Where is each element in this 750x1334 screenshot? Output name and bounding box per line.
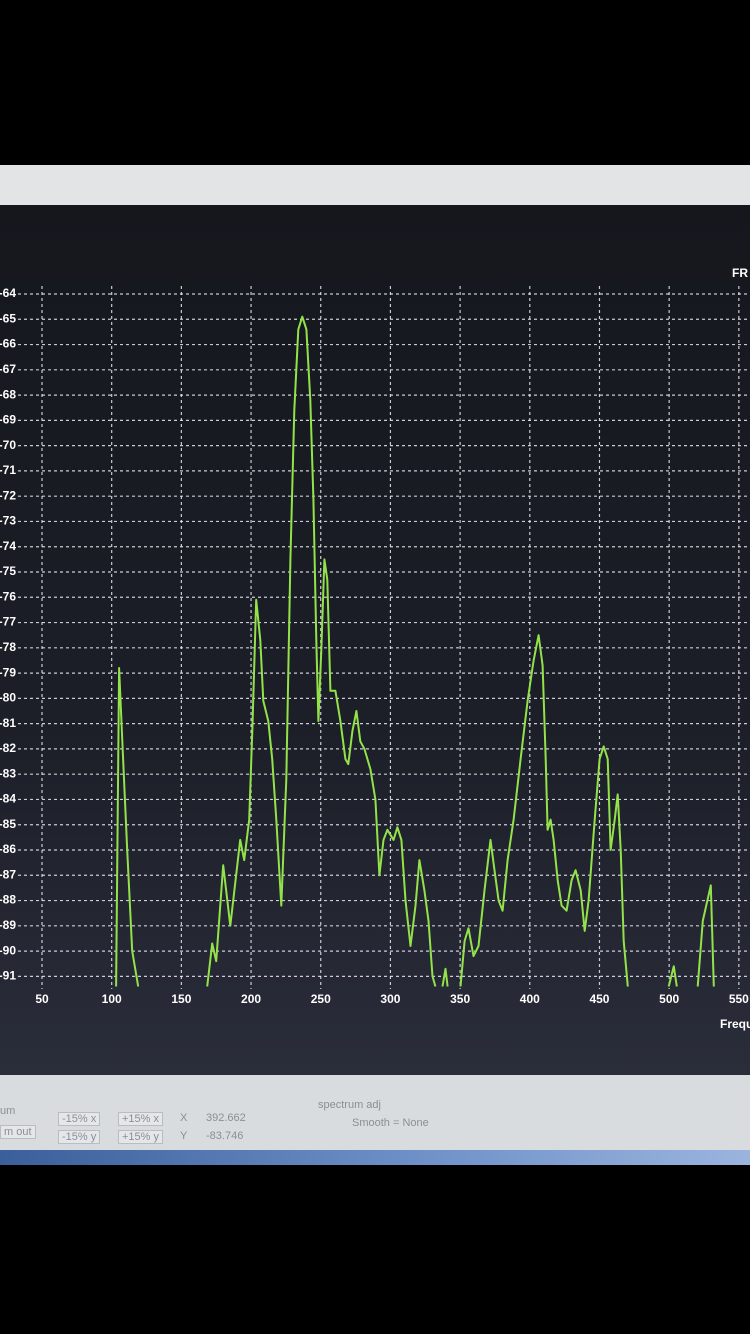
y-tick-label: -69 (0, 413, 16, 427)
y-tick-label: -75 (0, 564, 16, 578)
taskbar (0, 1150, 750, 1165)
y-tick-label: -86 (0, 842, 16, 856)
x-tick-label: 300 (380, 992, 400, 1006)
y-tick-label: -85 (0, 817, 16, 831)
window-header (0, 165, 750, 205)
zoom-button[interactable]: -15% x (58, 1112, 101, 1126)
status-text: um (0, 1105, 16, 1117)
y-tick-label: -70 (0, 438, 16, 452)
y-tick-label: -67 (0, 362, 16, 376)
smooth-label: Smooth = None (352, 1117, 429, 1129)
cursor-y-value: -83.746 (206, 1130, 244, 1142)
chart: FR Frequ -91 -90 -89 -88 -87 -86 -85 -84 -83 -82 -… (0, 165, 750, 1075)
x-tick-label: 450 (589, 992, 609, 1006)
zoom-out-button[interactable]: m out (0, 1125, 36, 1139)
monitor-screen: FR Frequ -91 -90 -89 -88 -87 -86 -85 -84 -83 -82 -… (0, 165, 750, 1165)
y-tick-label: -79 (0, 665, 16, 679)
zoom-button[interactable]: -15% y (58, 1130, 101, 1144)
y-tick-label: -71 (0, 463, 16, 477)
y-tick-label: -68 (0, 387, 16, 401)
x-tick-label: 350 (450, 992, 470, 1006)
cursor-x-label: X (180, 1112, 188, 1124)
y-tick-label: -66 (0, 337, 16, 351)
x-tick-label: 100 (102, 992, 122, 1006)
y-tick-label: -72 (0, 488, 16, 502)
x-tick-label: 200 (241, 992, 261, 1006)
zoom-button[interactable]: +15% x (118, 1112, 163, 1126)
x-tick-label: 500 (659, 992, 679, 1006)
plot-background (0, 205, 750, 1075)
y-tick-label: -89 (0, 918, 16, 932)
zoom-button[interactable]: +15% y (118, 1130, 163, 1144)
status-panel: um m out -15% x +15% x -15% y +15% y X 3… (0, 1075, 750, 1150)
x-tick-label: 150 (171, 992, 191, 1006)
spectrum-line (115, 315, 715, 987)
y-tick-label: -64 (0, 286, 16, 300)
y-tick-label: -80 (0, 691, 16, 705)
y-tick-label: -83 (0, 766, 16, 780)
y-tick-label: -77 (0, 615, 16, 629)
x-tick-label: 550 (729, 992, 749, 1006)
x-tick-label: 400 (520, 992, 540, 1006)
x-tick-label: 250 (311, 992, 331, 1006)
spectrum-label: spectrum adj (318, 1099, 381, 1111)
y-tick-label: -84 (0, 792, 16, 806)
y-tick-label: -88 (0, 893, 16, 907)
y-tick-label: -81 (0, 716, 16, 730)
y-tick-label: -90 (0, 943, 16, 957)
y-tick-label: -73 (0, 514, 16, 528)
y-tick-label: -78 (0, 640, 16, 654)
y-tick-label: -82 (0, 741, 16, 755)
y-tick-label: -76 (0, 589, 16, 603)
x-axis-label: Frequ (720, 1017, 750, 1031)
y-tick-label: -74 (0, 539, 16, 553)
y-tick-label: -87 (0, 867, 16, 881)
chart-title: FR (732, 266, 748, 280)
cursor-x-value: 392.662 (206, 1112, 246, 1124)
x-tick-label: 50 (35, 992, 49, 1006)
cursor-y-label: Y (180, 1130, 188, 1142)
y-tick-label: -91 (0, 969, 16, 983)
y-tick-label: -65 (0, 311, 16, 325)
